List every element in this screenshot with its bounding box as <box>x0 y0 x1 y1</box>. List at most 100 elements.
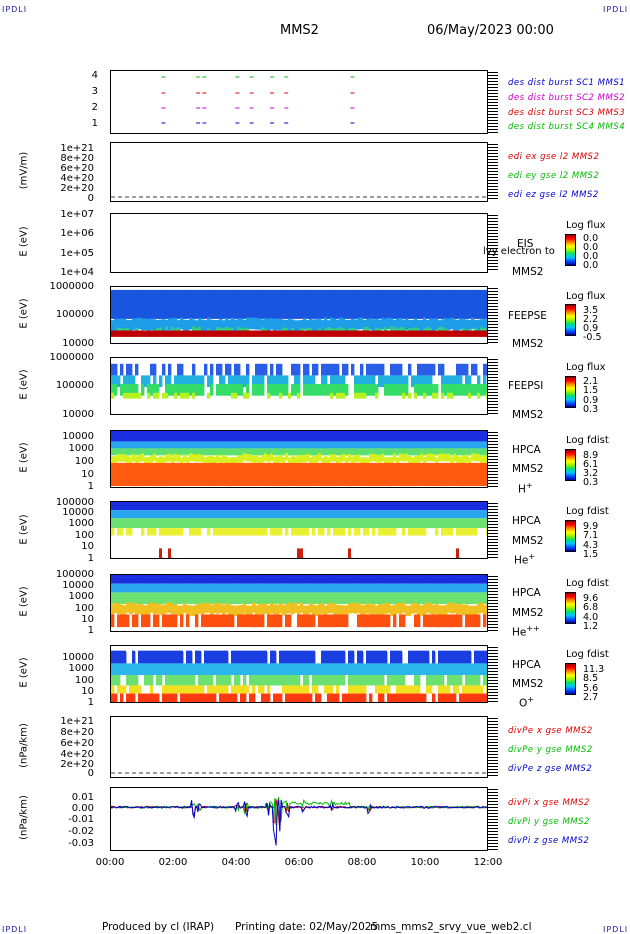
hpca-he-cell <box>222 502 226 511</box>
hpca-hepp-cell <box>390 583 394 593</box>
feepsi-colorbar <box>565 376 576 408</box>
hpca-he-cell <box>465 510 469 519</box>
right-tick-mark <box>488 159 498 160</box>
hpca-o-cell <box>438 650 442 664</box>
feepse-cell <box>438 320 442 332</box>
hpca-hepp-cell <box>465 583 469 593</box>
hpca-he-cell <box>477 502 481 511</box>
hpca-h-cell <box>147 448 151 456</box>
feepse-cell <box>312 330 316 337</box>
hpca-h-cell <box>132 431 136 442</box>
feepsi-cell <box>126 384 130 396</box>
right-tick-mark <box>488 582 498 583</box>
hpca-h-cell <box>486 448 487 456</box>
hpca-he-cell <box>468 502 472 511</box>
right-tick-mark <box>488 114 498 115</box>
hpca-hepp-cell <box>132 583 136 593</box>
hpca-o-cell <box>252 646 256 652</box>
hpca-o-cell <box>339 646 343 652</box>
hpca-h-cell <box>474 462 478 487</box>
hpca-h-cell <box>297 441 301 449</box>
feepse-cell <box>129 330 133 337</box>
feepse-cell <box>159 289 163 319</box>
hpca-h-cell <box>480 441 484 449</box>
hpca-hepp-cell <box>255 614 259 628</box>
hpca-o-cell <box>480 693 484 702</box>
hpca-h-cell <box>468 486 472 487</box>
hpca-o-cell <box>411 685 415 694</box>
hpca-o-cell <box>402 646 406 652</box>
right-tick-mark <box>488 662 498 663</box>
hpca-he-cell <box>288 535 292 558</box>
hpca-o-cell <box>222 685 226 694</box>
hpca-h-cell <box>339 448 343 456</box>
hpca-hepp-cell <box>252 602 256 613</box>
hpca-hepp-cell <box>330 592 334 604</box>
feepse-cell <box>312 319 316 332</box>
feepse-cell <box>228 327 232 333</box>
hpca-o-cell <box>441 675 445 686</box>
hpca-o-cell <box>432 693 436 702</box>
hpca-h-cell <box>318 441 322 449</box>
hpca-he-cell <box>252 502 256 511</box>
feepsi-cell <box>309 375 313 387</box>
hpca-o-cell <box>426 650 430 664</box>
hpca-hepp-cell <box>138 603 142 615</box>
feepse-cell <box>384 289 388 319</box>
feepsi-cell <box>483 375 487 387</box>
hpca-o-cell <box>189 646 193 652</box>
right-tick-mark <box>488 87 498 88</box>
hpca-hepp-cell <box>228 614 232 628</box>
hpca-h-cell <box>255 431 259 442</box>
right-tick-mark <box>488 221 498 222</box>
hpca-he-cell <box>366 528 370 536</box>
feepse-cell <box>369 330 373 337</box>
feepsi-cell <box>462 363 466 376</box>
hpca-o-cell <box>222 693 226 702</box>
hpca-he-cell <box>303 535 307 558</box>
hpca-o-cell <box>201 646 205 652</box>
hpca-hepp-cell <box>126 575 130 584</box>
hpca-he-cell <box>147 528 151 536</box>
hpca-h-cell <box>381 462 385 487</box>
hpca-h-cell <box>390 448 394 456</box>
hpca-o-cell <box>444 650 448 664</box>
hpca-o-cell <box>465 650 469 664</box>
hpca-hepp-cell <box>264 575 268 584</box>
hpca-o-cell <box>486 646 487 652</box>
right-tick-mark <box>488 825 498 826</box>
feepse-cell <box>459 318 463 330</box>
hpca-hepp-cell <box>210 614 214 628</box>
hpca-hepp-cell <box>192 592 196 604</box>
hpca-h-cell <box>135 448 139 456</box>
right-tick-mark <box>488 483 498 484</box>
hpca-he-cell <box>387 510 391 519</box>
hpca-o-cell <box>333 693 337 702</box>
feepse-cell <box>219 318 223 331</box>
hpca-h-cell <box>402 462 406 487</box>
hpca-o-cell <box>252 663 256 675</box>
feepse-cell <box>444 318 448 331</box>
hpca-hepp-cell <box>276 614 280 628</box>
feepsi-cell <box>459 384 463 396</box>
hpca-o-cell <box>159 646 163 652</box>
hpca-he-cell <box>285 502 289 511</box>
hpca-he-cell <box>150 518 154 529</box>
feepse-cell <box>135 330 139 337</box>
hpca-o-cell <box>198 650 202 664</box>
hpca-h-cell <box>393 448 397 456</box>
right-tick-mark <box>488 739 498 740</box>
hpca-hepp-cell <box>231 583 235 593</box>
hpca-o-cell <box>483 646 487 652</box>
hpca-o-cell <box>447 685 451 694</box>
hpca-h-cell <box>198 441 202 449</box>
hpca-o-cell <box>282 685 286 694</box>
feepse-cell <box>462 289 466 319</box>
hpca-h-cell <box>351 431 355 442</box>
hpca-o-cell <box>477 693 481 702</box>
eis-overlay-text: lvy electron to <box>483 246 555 257</box>
feepsi-cell <box>114 384 118 396</box>
hpca-h-cell <box>441 453 445 461</box>
hpca-hepp-cb-tick: 6.8 <box>583 602 599 613</box>
hpca-he-cell <box>324 535 328 558</box>
